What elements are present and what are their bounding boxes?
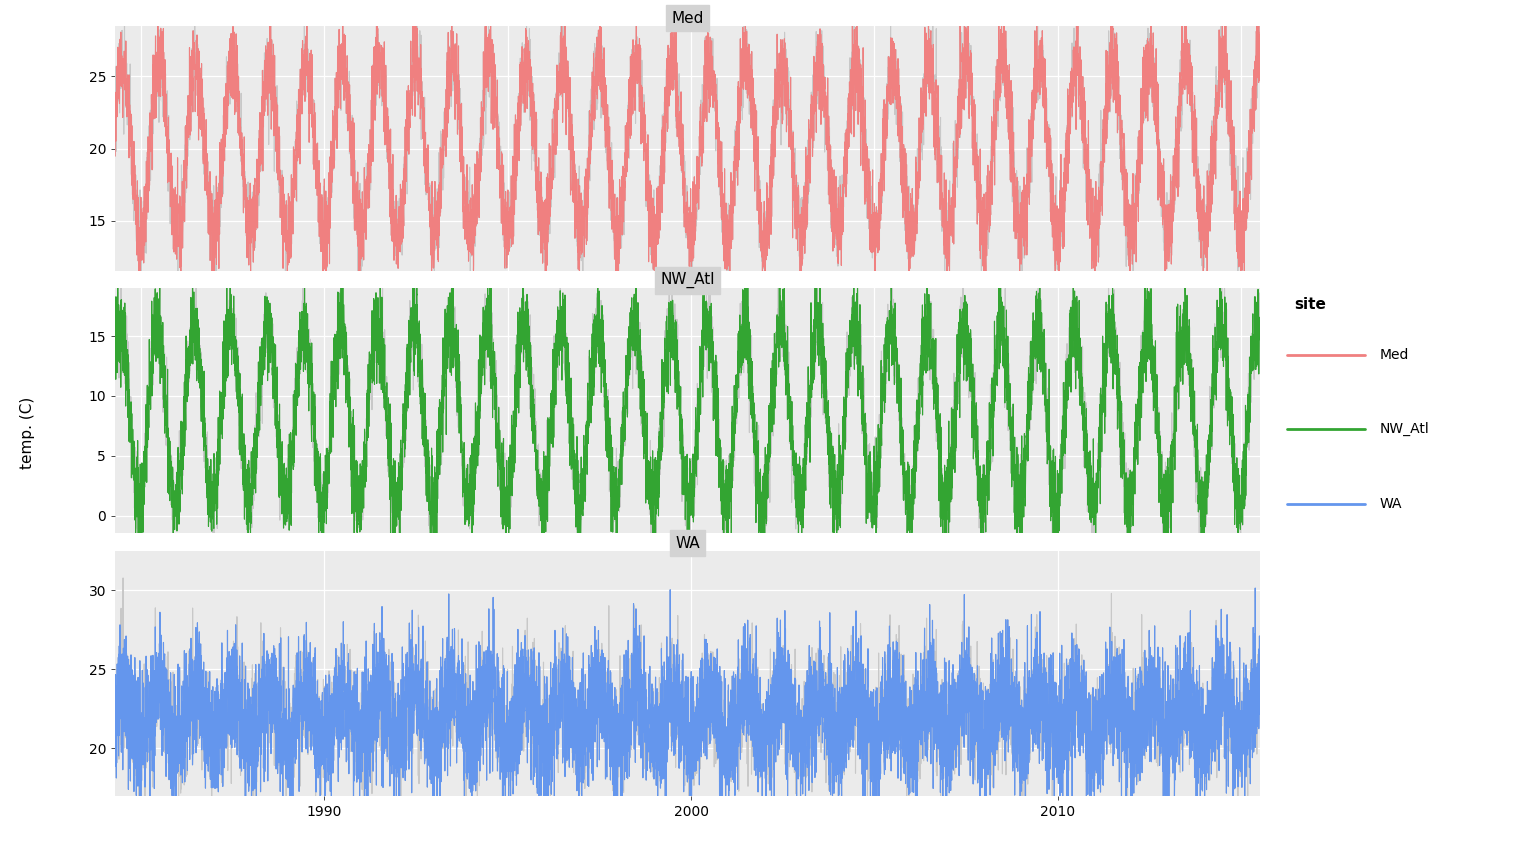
Title: NW_Atl: NW_Atl: [660, 272, 714, 288]
Text: site: site: [1293, 297, 1326, 311]
Text: WA: WA: [1379, 497, 1402, 511]
Title: Med: Med: [671, 11, 703, 26]
Text: Med: Med: [1379, 348, 1409, 362]
Text: NW_Atl: NW_Atl: [1379, 422, 1430, 437]
Title: WA: WA: [674, 535, 700, 551]
Text: temp. (C): temp. (C): [20, 396, 35, 469]
